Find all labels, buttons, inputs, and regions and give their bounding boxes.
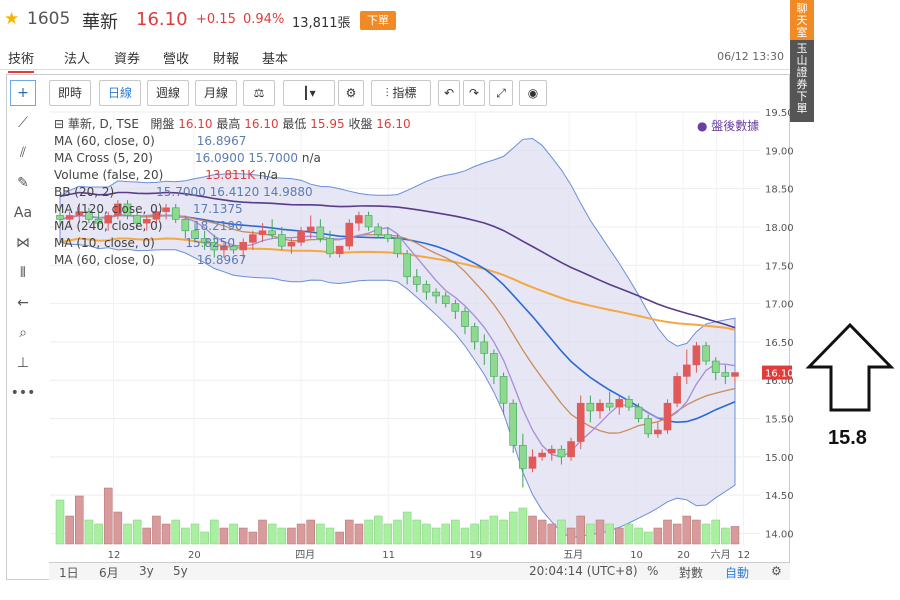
trendline-icon[interactable]: ⟋ [18,115,28,131]
indicators-label: 指標 [392,86,417,100]
more-icon[interactable]: ••• [10,385,36,401]
daily-button[interactable]: 日線 [99,80,141,106]
tab-margin[interactable]: 資券 [114,52,141,67]
legend-main: ⊟ 華新, D, TSE 開盤 16.10 最高 16.10 最低 15.95 … [54,117,411,131]
log-scale-toggle[interactable]: 對數 [679,566,704,580]
price-change: +0.15 [196,12,236,27]
text-icon[interactable]: Aa [13,205,33,221]
range-1d[interactable]: 1日 [59,566,79,580]
measure-icon[interactable]: ⫴ [20,265,26,281]
tab-institutional[interactable]: 法人 [64,52,91,67]
scale-settings-icon[interactable]: ⚙ [771,564,782,578]
clock-readout: 20:04:14 (UTC+8) [529,564,638,578]
order-button[interactable]: 下單 [360,11,396,30]
chart-type-candle-icon[interactable]: ┃▾ [283,80,335,106]
monthly-button[interactable]: 月線 [195,80,237,106]
legend-ma10[interactable]: MA (10, close, 0) 15.8250 [54,236,235,250]
range-6m[interactable]: 6月 [99,566,119,580]
legend-macross[interactable]: MA Cross (5, 20) 16.0900 15.7000 n/a [54,151,321,165]
intraday-button[interactable]: 即時 [49,80,91,106]
crosshair-icon[interactable]: + [10,80,36,106]
range-3y[interactable]: 3y [139,564,154,578]
legend-ma60[interactable]: MA (60, close, 0) 16.8967 [54,134,247,148]
legend-ma240[interactable]: MA (240, close, 0) 18.2190 [54,219,243,233]
tab-revenue[interactable]: 營收 [163,52,190,67]
legend-ma120[interactable]: MA (120, close, 0) 17.1375 [54,202,243,216]
pattern-icon[interactable]: ⋈ [16,235,30,251]
camera-icon[interactable]: ◉ [519,80,547,106]
price-change-pct: 0.94% [243,12,285,27]
legend-ma60b[interactable]: MA (60, close, 0) 16.8967 [54,253,247,267]
redo-icon[interactable]: ↷ [463,80,485,106]
chart-legend: ⊟ 華新, D, TSE 開盤 16.10 最高 16.10 最低 15.95 … [54,116,411,269]
fullscreen-icon[interactable]: ⤢ [489,80,513,106]
stock-name: 華新 [82,12,118,33]
indicators-button[interactable]: ⫶ 指標 [371,80,431,106]
trade-volume: 13,811張 [292,16,351,31]
section-tabs: 技術 法人 資券 營收 財報 基本 06/12 13:30 [0,44,790,73]
chatroom-button[interactable]: 聊天室 [790,0,814,40]
side-panel: 聊天室 玉山證券下單 [790,0,814,122]
undo-icon[interactable]: ↶ [438,80,460,106]
legend-bb[interactable]: BB (20, 2) 15.7000 16.4120 14.9880 [54,185,313,199]
annotation-value: 15.8 [828,427,867,449]
tab-basics[interactable]: 基本 [262,52,289,67]
ruler-icon[interactable]: ⊥ [16,355,30,371]
arrow-left-icon[interactable]: ← [17,295,29,311]
fork-icon[interactable]: ⫽ [19,145,27,161]
weekly-button[interactable]: 週線 [147,80,189,106]
brush-icon[interactable]: ✎ [17,175,29,191]
broker-order-button[interactable]: 玉山證券下單 [790,40,814,122]
compare-scale-icon[interactable]: ⚖ [243,80,275,106]
up-arrow-icon [805,322,895,412]
legend-volume[interactable]: Volume (false, 20) 13.811K n/a [54,168,278,182]
favorite-star-icon[interactable]: ★ [4,9,20,29]
quote-datetime: 06/12 13:30 [717,50,784,63]
quote-header: ★ 1605 華新 16.10 +0.15 0.94% 13,811張 下單 [0,0,790,42]
tab-technical[interactable]: 技術 [8,48,35,73]
settings-gear-icon[interactable]: ⚙ [338,80,364,106]
drawing-toolbar: + ⟋ ⫽ ✎ Aa ⋈ ⫴ ← ⌕ ⊥ ••• [7,80,39,550]
after-hours-data-link[interactable]: ● 盤後數據 [697,119,760,133]
auto-scale-toggle[interactable]: 自動 [725,566,750,580]
stock-price: 16.10 [136,9,188,30]
range-5y[interactable]: 5y [173,564,188,578]
zoom-icon[interactable]: ⌕ [19,325,27,341]
tab-financials[interactable]: 財報 [213,52,240,67]
chart-bottom-bar: 1日 6月 3y 5y 20:04:14 (UTC+8) % 對數 自動 ⚙ [49,562,790,580]
stock-code: 1605 [27,9,71,29]
percent-scale-toggle[interactable]: % [647,564,659,578]
